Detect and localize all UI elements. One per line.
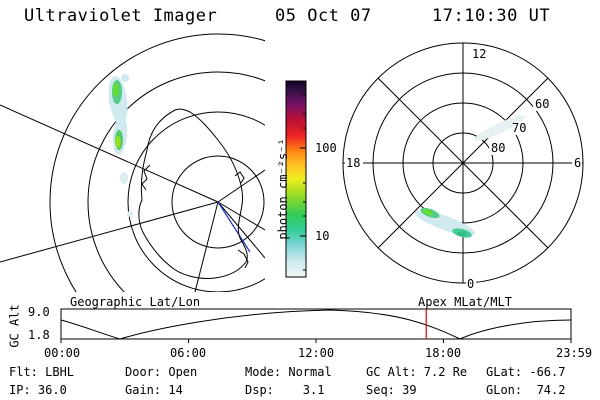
coastline-detail [141,164,151,191]
info-gc-alt: GC Alt: 7.2 Re [366,365,468,379]
header-time: 17:10:30 UT [432,6,551,26]
mlat-label-60: 60 [535,97,550,111]
app-title: Ultraviolet Imager [24,6,218,26]
info-flt: Flt: LBHL [9,365,75,379]
timeline-ytick-top: 9.0 [28,305,50,319]
meridian-line [0,201,219,263]
info-door: Door: Open [125,365,198,379]
info-seq: Seq: 39 [366,383,417,397]
colorbar-tick-label: 10 [315,229,330,243]
continent-outline [138,108,248,279]
meridian-line [217,201,265,231]
aurora-emission [108,74,133,217]
header-date: 05 Oct 07 [275,6,372,26]
info-glat: GLat: -66.7 [486,365,566,379]
colorbar-ticks [300,94,306,271]
track-line [217,201,251,253]
meridian-line [217,201,265,259]
coastline-detail [237,249,249,269]
coastline-detail [234,171,245,184]
timeline-xtick: 00:00 [44,346,81,360]
geographic-map [0,33,265,292]
timeline-xtick: 18:00 [425,346,462,360]
mlt-polar-plot [342,42,584,291]
altitude-timeline [60,308,572,343]
info-mode: Mode: Normal [245,365,332,379]
lat-circle [171,155,265,249]
lat-circle [127,111,265,292]
mlt-diagonal [377,77,549,249]
info-ip: IP: 36.0 [9,383,67,397]
colorbar-unit-label: photon cm⁻²s⁻¹ [276,138,290,240]
info-gain: Gain: 14 [125,383,183,397]
geo-panel-caption: Geographic Lat/Lon [70,295,201,309]
timeline-xticks [60,339,572,343]
timeline-ylabel: GC Alt [7,304,22,348]
info-glon: GLon: 74.2 [486,383,566,397]
info-dsp: Dsp: 3.1 [245,383,325,397]
lat-circle [87,71,265,292]
mlat-label-80: 80 [491,141,506,155]
mlt-hour-label-18: 18 [346,156,361,170]
mlat-label-70: 70 [512,121,527,135]
meridian-line [194,201,219,292]
timeline-xtick: 23:59 [556,346,593,360]
colorbar-tick-label: 100 [315,141,337,155]
timeline-xtick: 06:00 [170,346,207,360]
timeline-xtick: 12:00 [298,346,335,360]
lat-circle [49,33,265,292]
mlt-aurora-emission [414,115,526,238]
mlt-hour-label-12: 12 [472,47,487,61]
timeline-ytick-bottom: 1.8 [28,328,50,342]
colorbar [285,80,307,278]
meridian-line [0,104,219,203]
mlt-hour-label-6: 6 [574,156,582,170]
mlt-hour-label-0: 0 [467,277,475,291]
mlt-panel-caption: Apex MLat/MLT [418,295,512,309]
